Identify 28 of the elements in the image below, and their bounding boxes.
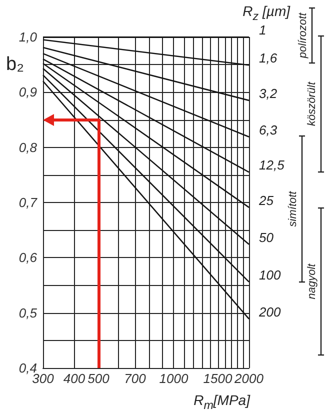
text: simított: [287, 190, 299, 227]
text: polírozott: [297, 12, 309, 60]
series-label: 25: [258, 192, 274, 208]
y-axis-title: b₂: [6, 54, 24, 75]
y-tick-label: 0,7: [18, 195, 38, 210]
y-tick-label: 0,8: [18, 140, 38, 155]
text: nagyolt: [306, 262, 318, 300]
y-tick-label: 1,0: [18, 30, 38, 44]
x-axis-title: R$_{m}$[MPa]: [194, 392, 250, 413]
series-label: 1,6: [259, 50, 278, 66]
text: köszörült: [306, 81, 318, 126]
y-tick-label: 0,5: [18, 305, 38, 320]
x-tick-label: 400: [63, 371, 86, 386]
series-label: 1: [259, 22, 266, 38]
x-tick-label: 1500: [203, 371, 233, 386]
series-label: 3,2: [259, 86, 278, 101]
x-tick-label: 500: [88, 371, 110, 386]
y-tick-label: 0,9: [18, 84, 37, 100]
y-tick-label: 0,6: [18, 250, 38, 266]
series-label: 6,3: [259, 122, 278, 138]
x-tick-label: 700: [124, 371, 147, 386]
series-label: 12,5: [259, 158, 286, 173]
x-tick-label: 2000: [234, 371, 264, 386]
x-tick-label: 1000: [159, 371, 189, 386]
legend-title: R$_{z}$ [µm]: [242, 3, 290, 23]
series-label: 50: [259, 230, 274, 245]
series-label: 200: [258, 304, 282, 320]
series-label: 100: [259, 267, 282, 282]
